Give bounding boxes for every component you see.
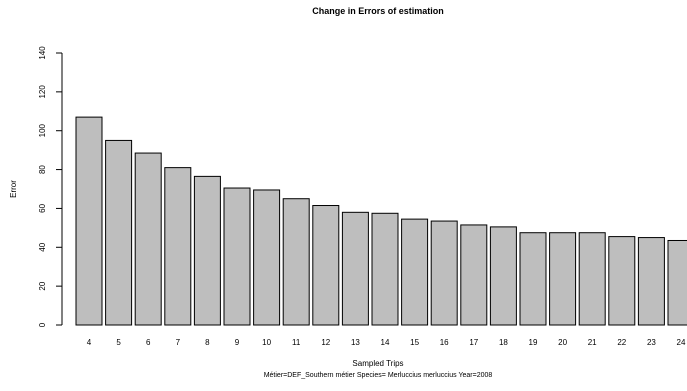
bar-19 — [519, 232, 547, 326]
x-tick-label: 5 — [116, 338, 121, 347]
x-tick-label: 13 — [351, 338, 360, 347]
y-tick-label: 120 — [38, 85, 47, 99]
y-tick-label: 20 — [38, 281, 47, 290]
x-tick-label: 7 — [176, 338, 181, 347]
bar-24 — [667, 239, 687, 326]
bar-5 — [105, 139, 133, 326]
bar-13 — [341, 211, 369, 326]
bar-18 — [489, 226, 517, 326]
y-tick-label: 100 — [38, 123, 47, 137]
bar-9 — [223, 187, 251, 326]
bar-6 — [134, 152, 162, 326]
y-tick-label: 0 — [38, 322, 47, 327]
bar-10 — [253, 189, 281, 326]
x-tick-label: 23 — [647, 338, 656, 347]
bar-4 — [75, 116, 103, 326]
bar-21 — [578, 232, 606, 326]
y-tick-label: 80 — [38, 165, 47, 174]
bars-layer — [75, 116, 687, 326]
x-tick-label: 19 — [529, 338, 538, 347]
x-tick-label: 16 — [440, 338, 449, 347]
x-ticks-layer: 4 5 6 7 8 9 10 11 12 13 14 15 16 17 18 19 20 21 22 23 24 — [87, 338, 686, 347]
bar-7 — [164, 167, 192, 326]
y-tick-label: 140 — [38, 46, 47, 60]
y-axis-label: Error — [9, 180, 18, 198]
x-tick-label: 21 — [588, 338, 597, 347]
x-tick-label: 12 — [321, 338, 330, 347]
bar-11 — [282, 198, 310, 326]
bar-17 — [460, 224, 488, 326]
bar-8 — [193, 175, 221, 326]
x-tick-label: 10 — [262, 338, 271, 347]
x-tick-label: 22 — [617, 338, 626, 347]
bar-20 — [549, 232, 577, 326]
bar-16 — [430, 220, 458, 326]
bar-14 — [371, 212, 399, 326]
bar-15 — [401, 218, 429, 326]
bar-23 — [637, 237, 665, 326]
chart-subtitle: Métier=DEF_Southern métier Species= Merl… — [264, 372, 493, 379]
x-tick-label: 9 — [235, 338, 240, 347]
x-tick-label: 17 — [469, 338, 478, 347]
x-tick-label: 11 — [292, 338, 301, 347]
x-tick-label: 8 — [205, 338, 210, 347]
y-tick-label: 60 — [38, 203, 47, 212]
bar-22 — [608, 236, 636, 326]
y-ticks-layer: 0 20 40 60 80 100 120 140 — [38, 46, 62, 327]
x-tick-label: 14 — [381, 338, 390, 347]
x-tick-label: 15 — [410, 338, 419, 347]
x-tick-label: 6 — [146, 338, 151, 347]
x-tick-label: 24 — [677, 338, 686, 347]
x-tick-label: 18 — [499, 338, 508, 347]
x-tick-label: 4 — [87, 338, 92, 347]
y-tick-label: 40 — [38, 242, 47, 251]
x-tick-label: 20 — [558, 338, 567, 347]
bar-12 — [312, 205, 340, 326]
x-axis-label: Sampled Trips — [352, 359, 403, 368]
chart-title: Change in Errors of estimation — [312, 6, 444, 16]
